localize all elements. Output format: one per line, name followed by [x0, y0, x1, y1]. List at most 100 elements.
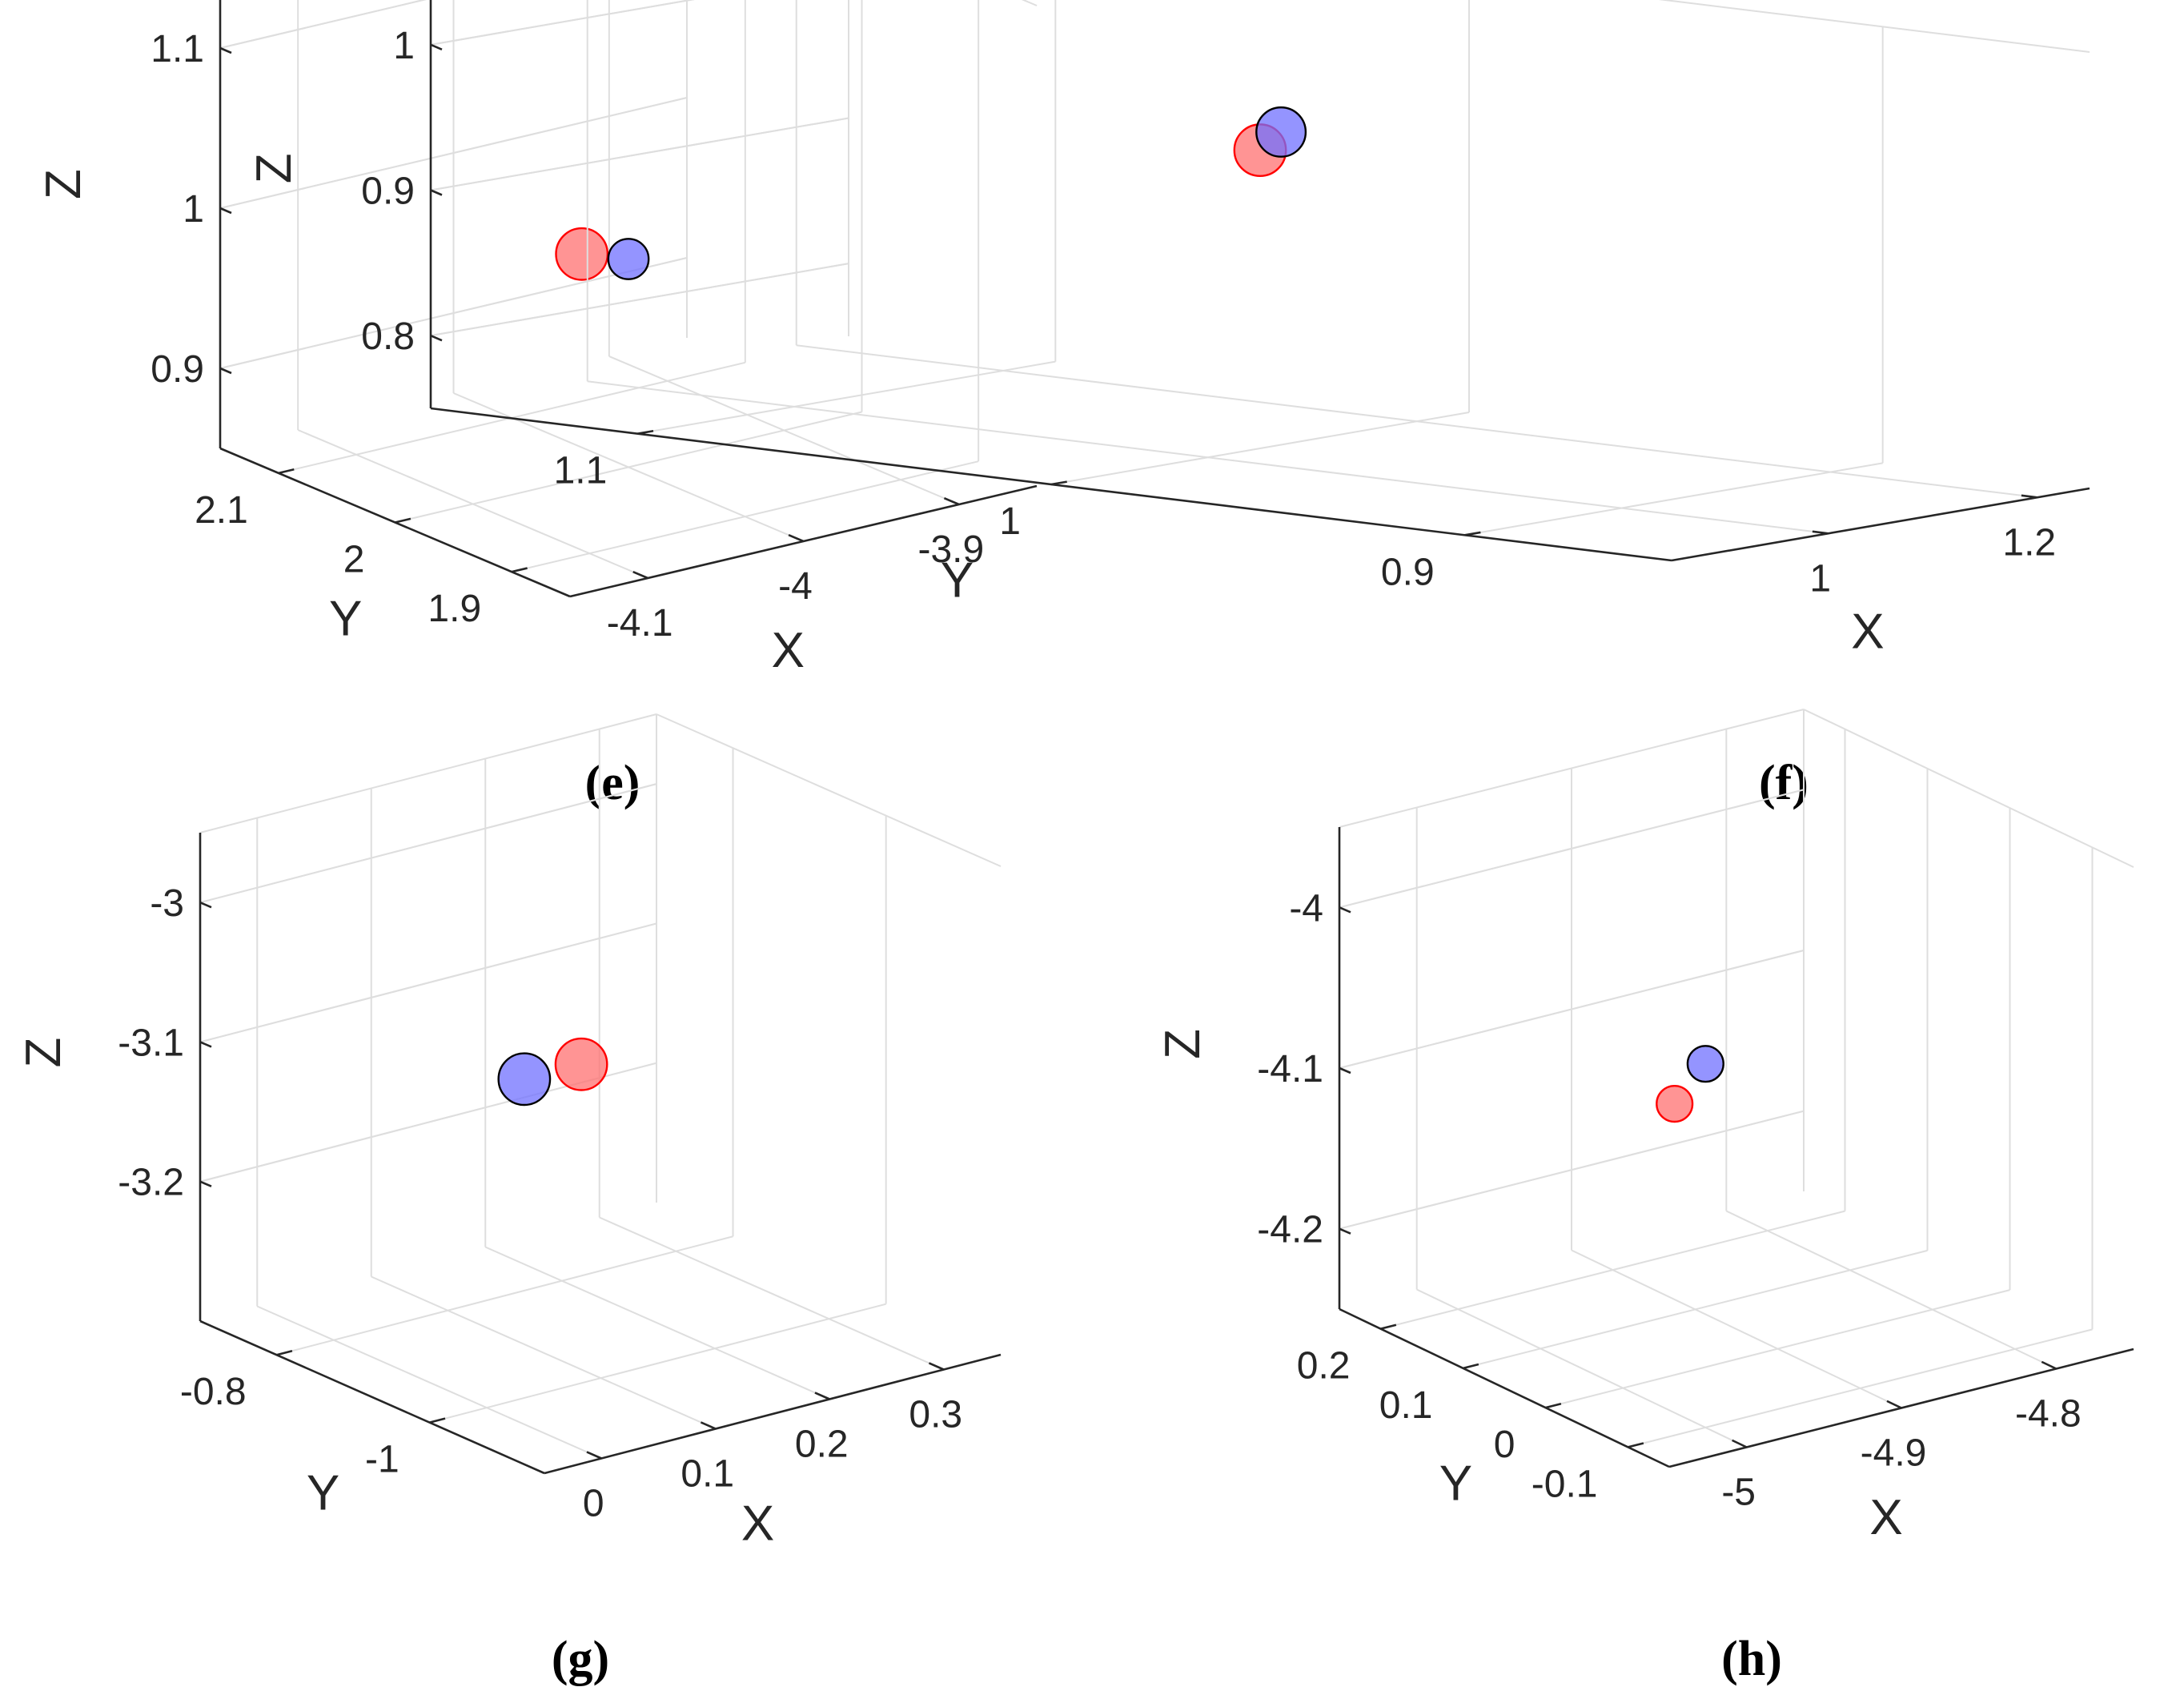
axes: -4.1 -4 -3.9 1.9 2 2.1 0.9 1 1.1 X Y Z	[36, 0, 1038, 678]
z-axis-label: Z	[36, 169, 91, 199]
markers	[555, 227, 650, 281]
z-tick-label: -3.2	[118, 1162, 184, 1204]
x-grid-floor	[484, 1246, 830, 1400]
x-tick	[2021, 494, 2037, 499]
z-tick	[219, 207, 232, 215]
y-grid-floor	[1628, 1328, 2093, 1448]
x-tick	[1732, 1439, 1748, 1448]
y-grid-floor	[395, 411, 862, 524]
y-grid-floor	[511, 460, 979, 573]
x-axis-line	[544, 1353, 1002, 1475]
x-tick	[814, 1392, 830, 1400]
z-tick	[199, 1180, 212, 1187]
x-tick	[586, 1451, 602, 1460]
z-grid-wall-y	[1339, 950, 1805, 1069]
subplot-e: -4.1 -4 -3.9 1.9 2 2.1 0.9 1 1.1 X Y Z (e)	[36, 0, 1038, 810]
z-tick-label: 1	[183, 188, 204, 231]
y-tick-label: 1	[999, 500, 1021, 543]
z-tick-label: 0.9	[151, 348, 204, 391]
x-axis-label: X	[772, 623, 805, 678]
subplot-h: -5 -4.9 -4.8 -0.1 0 0.1 0.2 -4.2 -4.1 -4 X Y Z (h)	[1155, 709, 2134, 1686]
z-tick-label: 0.8	[361, 315, 415, 358]
y-grid-floor	[1545, 1289, 2010, 1409]
z-tick-label: 1.1	[151, 28, 204, 70]
blue-marker	[497, 1052, 552, 1107]
z-tick-label: -4.1	[1257, 1048, 1323, 1091]
x-tick	[700, 1421, 717, 1430]
box-edge	[656, 713, 1002, 867]
z-grid-wall-y	[430, 263, 849, 337]
y-tick	[637, 429, 654, 435]
gridlines	[430, 0, 2090, 536]
x-tick-label: 1.2	[2002, 521, 2056, 564]
y-tick	[1050, 480, 1067, 486]
gridlines	[199, 713, 1002, 1460]
x-grid-floor	[256, 1305, 602, 1460]
y-tick	[511, 567, 528, 573]
axes: 0 0.1 0.2 0.3 -1 -0.8 -3.2 -3.1 -3 X Y Z	[16, 833, 1002, 1551]
z-tick-label: 0.9	[361, 171, 415, 213]
x-tick-label: -4	[778, 565, 813, 608]
z-tick	[199, 1041, 212, 1048]
gridlines	[219, 0, 1038, 579]
subplot-caption: (f)	[1759, 756, 1809, 810]
y-axis-label: Y	[1439, 1456, 1472, 1512]
y-tick-label: 1.9	[428, 588, 481, 630]
box-edge	[1339, 709, 1805, 828]
y-tick	[1464, 531, 1481, 536]
z-tick	[219, 367, 232, 375]
z-tick	[430, 189, 443, 196]
y-tick	[278, 468, 295, 475]
x-axis-label: X	[1869, 1490, 1902, 1545]
z-axis-label: Z	[247, 153, 302, 183]
y-axis-label: Y	[941, 553, 974, 609]
z-grid-wall-y	[430, 117, 849, 191]
y-tick-label: 0	[1494, 1424, 1516, 1466]
y-axis-label: Y	[329, 591, 362, 646]
red-marker	[554, 1037, 608, 1091]
z-grid-wall-y	[1339, 789, 1805, 909]
x-tick-label: -3.9	[917, 528, 984, 571]
z-axis-label: Z	[16, 1038, 71, 1068]
y-tick	[1628, 1442, 1644, 1448]
x-grid-floor	[1725, 1210, 2057, 1370]
z-tick-label: -3.1	[118, 1022, 184, 1064]
subplot-caption: (e)	[585, 756, 640, 810]
z-tick	[1339, 1227, 1351, 1235]
z-tick	[199, 901, 212, 909]
z-tick-label: -4	[1289, 887, 1323, 930]
z-tick	[1339, 1066, 1351, 1074]
y-tick	[429, 1417, 446, 1424]
subplot-caption: (g)	[552, 1632, 609, 1686]
y-tick-label: -0.8	[180, 1371, 247, 1413]
y-tick	[1380, 1323, 1397, 1330]
y-tick-label: 0.1	[1379, 1384, 1433, 1427]
y-tick-label: 2.1	[195, 489, 248, 532]
red-marker	[1656, 1084, 1694, 1123]
x-tick	[2041, 1360, 2057, 1370]
x-tick	[943, 497, 960, 506]
y-grid-floor	[1463, 1249, 1928, 1369]
x-axis-label: X	[741, 1496, 774, 1551]
z-tick-label: -3	[150, 882, 184, 925]
y-tick	[1545, 1402, 1562, 1409]
z-tick	[430, 43, 443, 51]
z-grid-wall-y	[219, 0, 427, 49]
y-axis-label: Y	[307, 1466, 339, 1521]
z-grid-wall-y	[219, 257, 688, 369]
y-tick-label: -0.1	[1532, 1463, 1598, 1505]
y-axis-line	[199, 1319, 545, 1475]
z-tick	[1339, 906, 1351, 914]
y-grid-floor	[1380, 1210, 1845, 1330]
red-marker	[555, 227, 609, 281]
y-tick-label: 2	[343, 539, 365, 581]
x-tick-label: -4.8	[2015, 1393, 2082, 1436]
x-axis-line	[1671, 487, 2090, 562]
box-edge	[1658, 0, 2090, 53]
box-edge	[199, 713, 657, 833]
x-tick	[788, 534, 805, 543]
x-axis-label: X	[1851, 605, 1884, 660]
y-grid-floor	[1050, 412, 1470, 485]
